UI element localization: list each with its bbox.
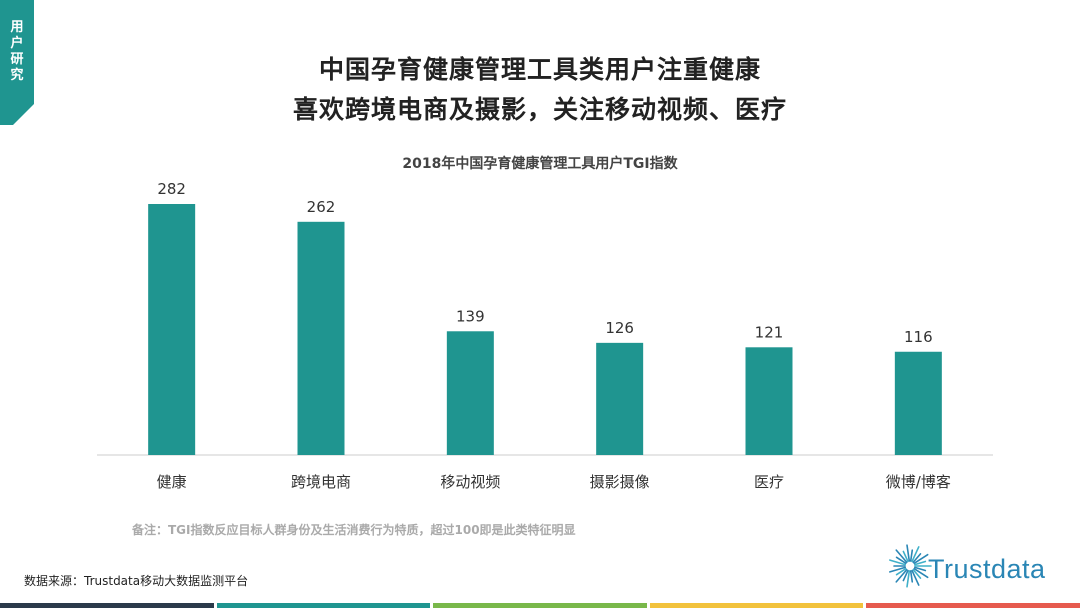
category-label-1: 跨境电商: [291, 473, 351, 491]
value-label-0: 282: [157, 180, 186, 198]
page-title-line1: 中国孕育健康管理工具类用户注重健康: [318, 55, 761, 84]
bar-1: [297, 221, 345, 455]
category-label-3: 摄影摄像: [590, 473, 650, 491]
chart-title: 2018年中国孕育健康管理工具用户TGI指数: [402, 156, 678, 172]
tgi-bar-chart: 282 健康 262 跨境电商 139 移动视频 126 摄影摄像 121 医疗 116 微博/博客: [97, 180, 993, 491]
value-label-4: 121: [755, 323, 784, 341]
value-label-3: 126: [605, 319, 634, 337]
bar-2: [446, 331, 494, 455]
category-label-5: 微博/博客: [886, 473, 951, 491]
bottom-bar-segment-4: [866, 603, 1080, 608]
bottom-color-bar: [0, 603, 1080, 608]
section-tab: 用户研究: [0, 0, 34, 125]
category-label-2: 移动视频: [440, 473, 500, 491]
bar-3: [596, 342, 644, 455]
chart-note: 备注：TGI指数反应目标人群身份及生活消费行为特质，超过100即是此类特征明显: [132, 523, 576, 537]
section-tab-shape: [0, 0, 34, 125]
bottom-bar-segment-0: [0, 603, 214, 608]
value-label-2: 139: [456, 307, 485, 325]
data-source: 数据来源：Trustdata移动大数据监测平台: [24, 574, 249, 588]
bottom-bar-segment-3: [649, 603, 864, 608]
bar-0: [148, 204, 196, 455]
value-label-1: 262: [307, 198, 336, 216]
section-tab-label: 用户研究: [10, 20, 24, 83]
value-label-5: 116: [904, 328, 933, 346]
page-title-line2: 喜欢跨境电商及摄影，关注移动视频、医疗: [292, 95, 787, 124]
category-label-0: 健康: [157, 473, 187, 491]
logo-text: Trustdata: [928, 554, 1046, 584]
bottom-bar-segment-1: [216, 603, 431, 608]
bar-4: [745, 347, 793, 455]
trustdata-logo: Trustdata: [888, 538, 1068, 596]
bar-5: [894, 351, 942, 455]
sunburst-logo-icon: [889, 544, 932, 588]
category-label-4: 医疗: [754, 473, 784, 491]
bottom-bar-segment-2: [433, 603, 647, 608]
